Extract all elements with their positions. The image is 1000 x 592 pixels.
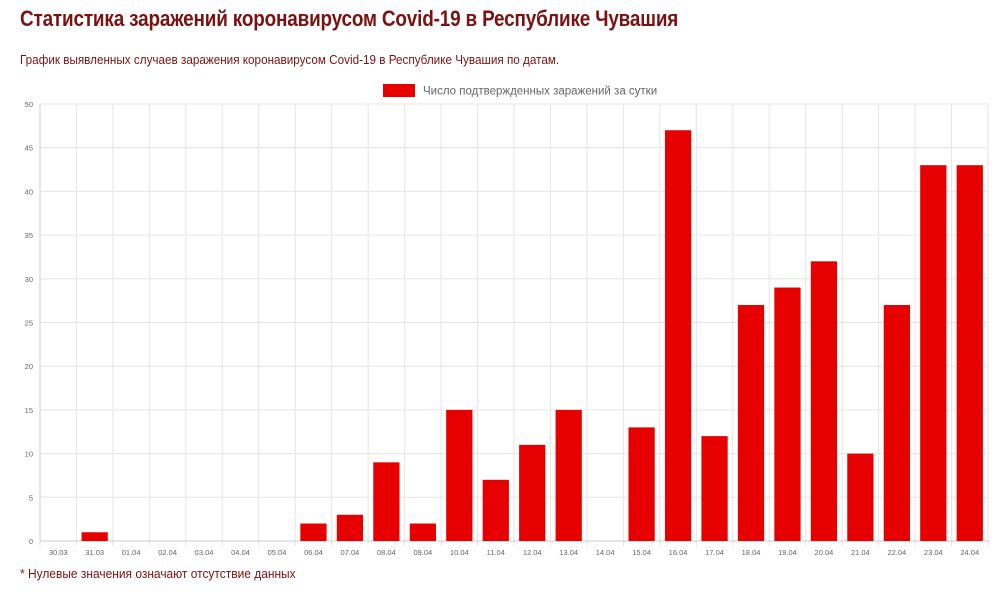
x-tick-label: 20.04 (815, 548, 834, 557)
x-tick-label: 16.04 (669, 548, 688, 557)
x-tick-label: 13.04 (559, 548, 578, 557)
x-tick-label: 10.04 (450, 548, 469, 557)
page-title: Статистика заражений коронавирусом Covid… (20, 6, 679, 31)
y-tick-label: 20 (25, 362, 33, 371)
bar-19.04[interactable] (774, 287, 801, 541)
x-tick-label: 31.03 (85, 548, 104, 557)
bar-07.04[interactable] (336, 514, 364, 541)
x-tick-label: 15.04 (632, 548, 651, 557)
y-tick-label: 25 (25, 319, 33, 328)
x-tick-label: 24.04 (960, 548, 979, 557)
bar-22.04[interactable] (883, 305, 910, 541)
bar-20.04[interactable] (810, 261, 838, 541)
y-tick-label: 15 (25, 406, 33, 415)
x-tick-label: 17.04 (705, 548, 724, 557)
chart-container: Число подтвержденных заражений за сутки … (0, 76, 1000, 564)
bar-12.04[interactable] (519, 444, 546, 541)
y-tick-label: 10 (25, 450, 33, 459)
legend-label[interactable]: Число подтвержденных заражений за сутки (423, 86, 657, 98)
x-tick-label: 18.04 (742, 548, 761, 557)
y-tick-label: 40 (25, 187, 33, 196)
x-tick-label: 08.04 (377, 548, 396, 557)
bar-17.04[interactable] (701, 436, 728, 541)
legend-swatch[interactable] (383, 84, 415, 97)
footnote: * Нулевые значения означают отсутствие д… (20, 566, 296, 581)
x-tick-label: 02.04 (158, 548, 177, 557)
x-tick-label: 21.04 (851, 548, 870, 557)
bar-18.04[interactable] (737, 305, 765, 541)
x-tick-label: 04.04 (231, 548, 250, 557)
x-tick-label: 22.04 (887, 548, 906, 557)
bar-21.04[interactable] (847, 453, 874, 541)
chart-subtitle: График выявленных случаев заражения коро… (20, 52, 560, 67)
grid-layer (39, 103, 989, 546)
y-tick-label: 0 (29, 537, 33, 546)
y-tick-label: 35 (25, 231, 33, 240)
bar-15.04[interactable] (628, 427, 655, 541)
legend[interactable]: Число подтвержденных заражений за сутки (383, 84, 657, 98)
bar-16.04[interactable] (664, 130, 692, 541)
bars-layer (81, 130, 983, 541)
bar-10.04[interactable] (446, 409, 473, 541)
x-tick-label: 30.03 (49, 548, 68, 557)
bar-24.04[interactable] (956, 165, 983, 541)
x-tick-label: 07.04 (341, 548, 360, 557)
x-tick-label: 06.04 (304, 548, 323, 557)
x-tick-label: 03.04 (195, 548, 214, 557)
bar-06.04[interactable] (300, 523, 327, 541)
y-tick-label: 5 (29, 493, 33, 502)
bar-chart: Число подтвержденных заражений за сутки … (25, 84, 989, 557)
x-tick-label: 09.04 (413, 548, 432, 557)
bar-11.04[interactable] (482, 479, 509, 541)
ticks-layer: 0 5 10 15 20 25 30 35 40 45 50 30.03 31.03 01.04 02.04… (25, 100, 980, 557)
x-tick-label: 01.04 (122, 548, 141, 557)
x-tick-label: 14.04 (596, 548, 615, 557)
y-tick-label: 30 (25, 275, 33, 284)
x-tick-label: 05.04 (268, 548, 287, 557)
x-tick-label: 19.04 (778, 548, 797, 557)
bar-13.04[interactable] (555, 409, 582, 541)
x-tick-label: 12.04 (523, 548, 542, 557)
x-tick-label: 11.04 (487, 548, 505, 557)
bar-23.04[interactable] (920, 165, 947, 541)
bar-09.04[interactable] (409, 523, 436, 541)
bar-31.03[interactable] (81, 532, 108, 541)
y-tick-label: 50 (25, 100, 33, 109)
y-tick-label: 45 (25, 144, 33, 153)
x-tick-label: 23.04 (924, 548, 943, 557)
bar-08.04[interactable] (373, 462, 400, 541)
